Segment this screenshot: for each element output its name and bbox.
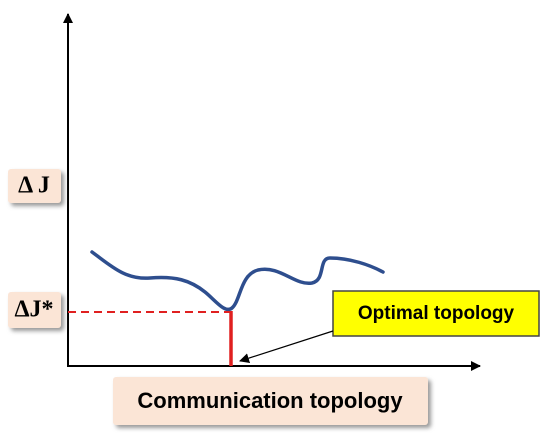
- cost-curve: [90, 250, 385, 312]
- annotation-arrow: [239, 330, 334, 363]
- label-box: [8, 169, 61, 203]
- label-box: [113, 377, 428, 425]
- x-axis-label: Communication topology: [137, 388, 403, 413]
- annotation-text: Optimal topology: [358, 303, 515, 324]
- delta-j-star-label: ΔJ*: [14, 297, 53, 323]
- delta-j-label: Δ J: [18, 173, 50, 199]
- label-box: [8, 292, 61, 328]
- annotation-box: [332, 290, 540, 337]
